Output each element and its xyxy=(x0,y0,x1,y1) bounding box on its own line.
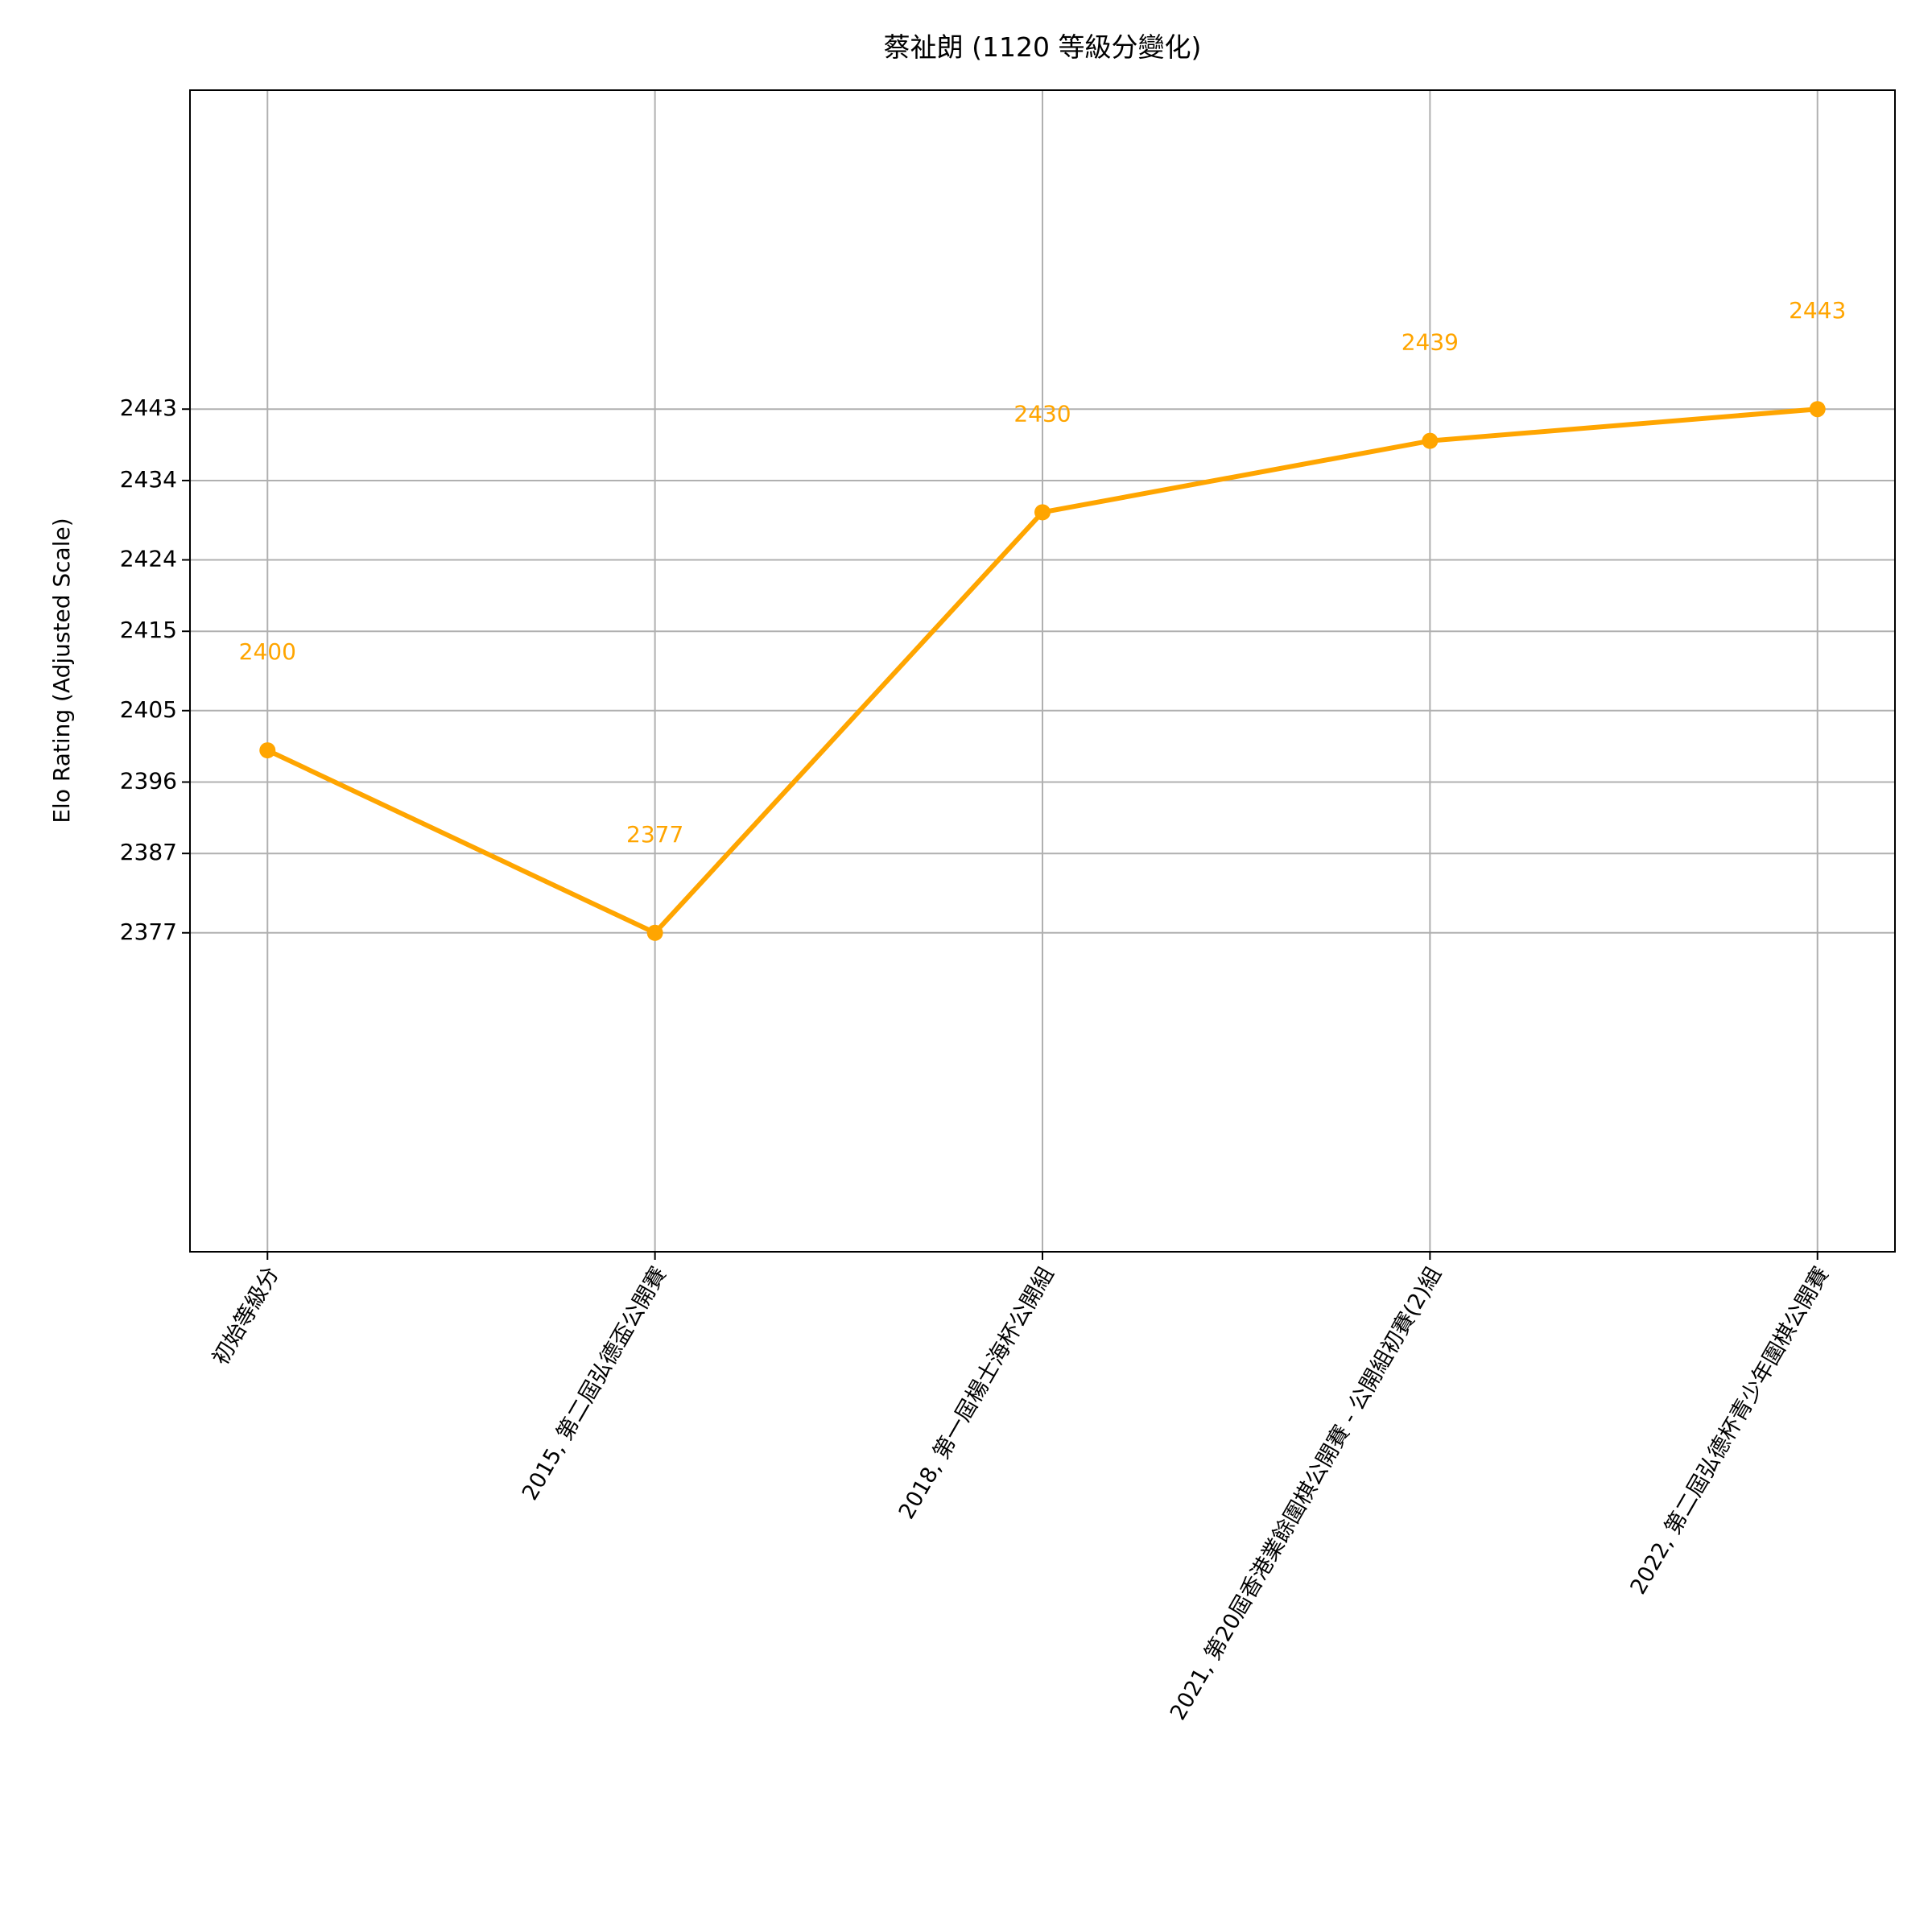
x-tick-label: 2022, 第二屆弘德杯青少年圍棋公開賽 xyxy=(1625,1263,1834,1599)
data-label: 2400 xyxy=(239,638,296,665)
marker xyxy=(1809,401,1826,418)
data-label: 2443 xyxy=(1789,297,1846,324)
y-tick-label: 2396 xyxy=(120,767,177,794)
chart-title: 蔡祉朗 (1120 等級分變化) xyxy=(884,31,1202,63)
y-tick-label: 2443 xyxy=(120,394,177,421)
y-tick-label: 2387 xyxy=(120,839,177,865)
y-axis-label: Elo Rating (Adjusted Scale) xyxy=(48,518,75,823)
x-tick-label: 2021, 第20屆香港業餘圍棋公開賽 - 公開組初賽(2)組 xyxy=(1166,1263,1447,1725)
y-tick-label: 2405 xyxy=(120,696,177,723)
marker xyxy=(646,924,663,941)
marker xyxy=(1034,504,1051,521)
marker xyxy=(259,742,276,759)
x-tick-label: 2018, 第一屆楊士海杯公開組 xyxy=(894,1263,1059,1524)
y-tick-label: 2434 xyxy=(120,466,177,493)
y-tick-label: 2415 xyxy=(120,617,177,643)
y-tick-label: 2424 xyxy=(120,546,177,572)
data-label: 2377 xyxy=(626,821,683,848)
marker xyxy=(1422,432,1439,449)
x-tick-label: 初始等級分 xyxy=(208,1263,283,1369)
data-label: 2439 xyxy=(1402,329,1459,356)
data-label: 2430 xyxy=(1013,400,1071,427)
x-tick-label: 2015, 第二屆弘德盃公開賽 xyxy=(518,1263,671,1505)
y-tick-label: 2377 xyxy=(120,919,177,945)
